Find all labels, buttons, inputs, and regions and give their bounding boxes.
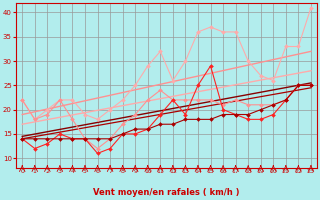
X-axis label: Vent moyen/en rafales ( km/h ): Vent moyen/en rafales ( km/h ) <box>93 188 240 197</box>
